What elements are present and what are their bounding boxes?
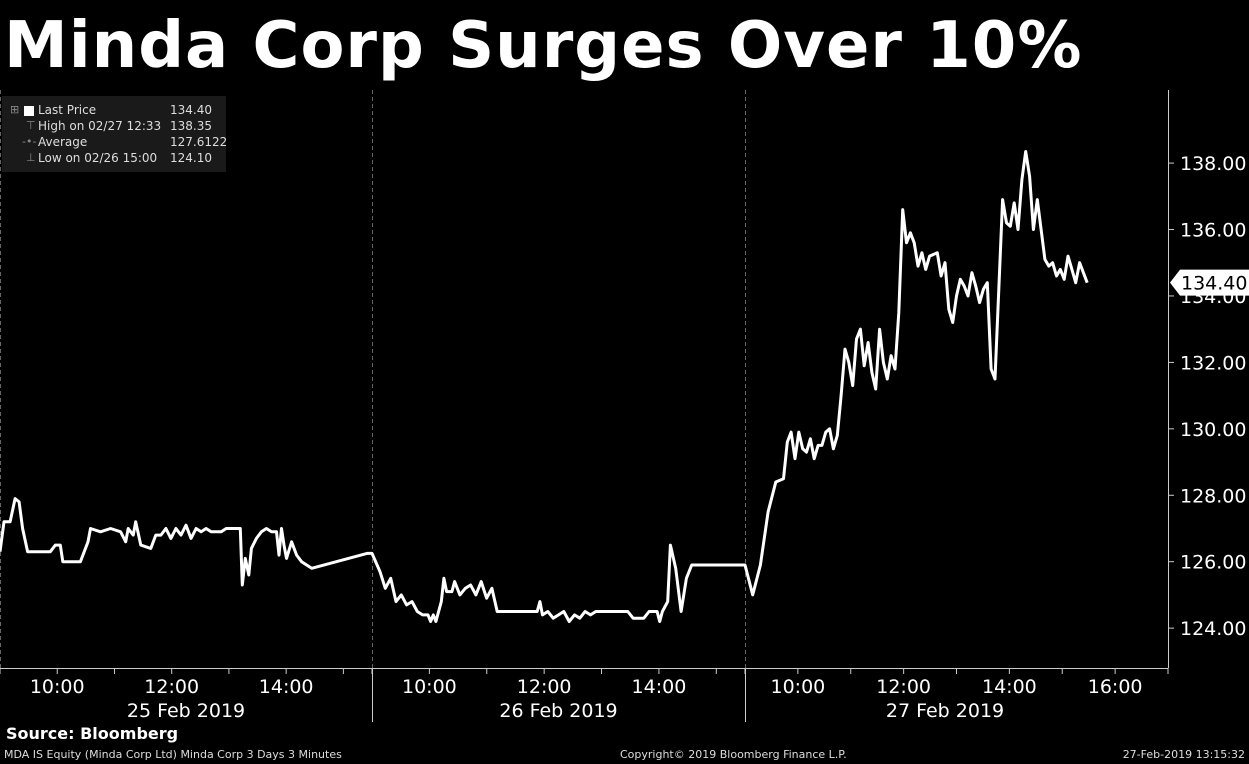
day-separators — [0, 90, 746, 668]
average-line-icon: -•- — [22, 135, 37, 148]
footer-timestamp: 27-Feb-2019 13:15:32 — [1122, 748, 1245, 761]
x-tick-label: 14:00 — [632, 676, 687, 698]
high-marker-icon: ⊤ — [26, 119, 36, 132]
chart-title: Minda Corp Surges Over 10% — [4, 9, 1083, 83]
x-tick-label: 12:00 — [144, 676, 199, 698]
y-tick-label: 136.00 — [1180, 220, 1246, 242]
price-series-line — [0, 150, 1089, 623]
legend-label: Low on 02/26 15:00 — [38, 151, 158, 165]
y-tick-label: 126.00 — [1180, 552, 1246, 574]
y-tick-label: 124.00 — [1180, 618, 1246, 640]
legend-label: High on 02/27 12:33 — [38, 119, 162, 133]
legend-value: 138.35 — [170, 119, 212, 133]
legend-value: 127.6122 — [170, 135, 228, 149]
source-label: Source: Bloomberg — [6, 724, 179, 743]
x-axis: 10:00 12:00 14:00 25 Feb 2019 10:00 12:00 14:0… — [0, 668, 1169, 722]
y-tick-label: 130.00 — [1180, 419, 1246, 441]
legend-value: 124.10 — [170, 151, 212, 165]
footer-copyright: Copyright© 2019 Bloomberg Finance L.P. — [620, 748, 847, 761]
x-tick-label: 16:00 — [1088, 676, 1143, 698]
y-tick-label: 138.00 — [1180, 153, 1246, 175]
y-tick-label: 128.00 — [1180, 485, 1246, 507]
last-price-tag — [1170, 269, 1249, 296]
x-tick-label: 10:00 — [770, 676, 825, 698]
y-tick-label: 132.00 — [1180, 352, 1246, 374]
x-tick-label: 14:00 — [259, 676, 314, 698]
x-tick-label: 14:00 — [982, 676, 1037, 698]
legend-label: Average — [38, 135, 88, 149]
x-tick-label: 10:00 — [30, 676, 85, 698]
x-tick-label: 12:00 — [517, 676, 572, 698]
x-date-label: 26 Feb 2019 — [499, 700, 617, 722]
legend-row-low: ⊥ Low on 02/26 15:00 124.10 — [2, 150, 226, 166]
plot-area — [0, 150, 1089, 623]
legend-row-last-price: ⊞ Last Price 134.40 — [2, 102, 226, 118]
legend-label: Last Price — [38, 103, 97, 117]
last-price-icon — [24, 106, 34, 116]
legend-row-average: -•- Average 127.6122 — [2, 134, 228, 150]
x-tick-label: 10:00 — [402, 676, 457, 698]
legend: ⊞ Last Price 134.40 ⊤ High on 02/27 12:3… — [2, 96, 228, 172]
x-tick-label: 12:00 — [876, 676, 931, 698]
footer-security: MDA IS Equity (Minda Corp Ltd) Minda Cor… — [4, 748, 342, 761]
y-axis: 124.00126.00128.00130.00132.00134.00136.… — [1168, 90, 1249, 668]
legend-value: 134.40 — [170, 103, 212, 117]
legend-row-high: ⊤ High on 02/27 12:33 138.35 — [2, 118, 226, 134]
x-date-label: 27 Feb 2019 — [886, 700, 1004, 722]
collapse-icon[interactable]: ⊞ — [10, 103, 20, 116]
x-date-label: 25 Feb 2019 — [127, 700, 245, 722]
low-marker-icon: ⊥ — [26, 151, 36, 164]
last-price-label: 134.40 — [1181, 273, 1247, 295]
